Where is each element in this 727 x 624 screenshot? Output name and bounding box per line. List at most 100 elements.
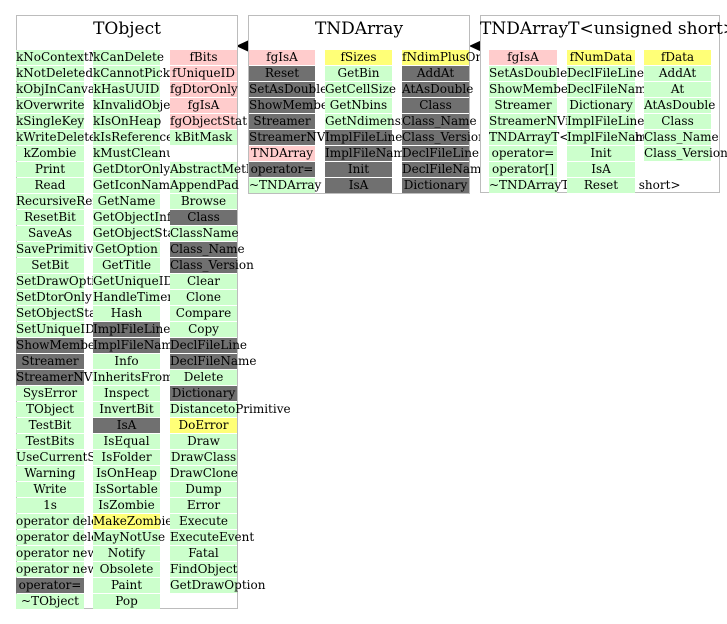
tndarray-member-col1-2: SetAsDouble (249, 82, 328, 97)
class-title-tobject: TObject (93, 19, 161, 39)
tobject-member-col1-4: kSingleKey (16, 114, 85, 129)
tndarrayt-member-col1-6: operator= (489, 146, 557, 161)
tobject-member-col3-7: AbstractMethod (170, 162, 269, 177)
tobject-member-col1-1: kNotDeleted (16, 66, 94, 81)
tndarray-member-col3-0: fNdimPlusOne (402, 50, 491, 65)
tobject-member-col2-16: Hash (93, 306, 160, 321)
tobject-member-col3-15: Clone (170, 290, 237, 305)
tobject-member-col2-22: InvertBit (93, 402, 160, 417)
tobject-member-col2-5: kIsReferenced (93, 130, 181, 145)
tndarray-member-col3-2: AtAsDouble (402, 82, 474, 97)
tobject-member-col1-18: ShowMembers (16, 338, 107, 353)
tndarrayt-member-col2-0: fNumData (567, 50, 635, 65)
tndarray-member-col2-0: fSizes (325, 50, 392, 65)
tobject-member-col1-32: operator new[] (16, 562, 107, 577)
tobject-member-col1-6: kZombie (16, 146, 84, 161)
tobject-member-col2-11: GetObjectStat (93, 226, 180, 241)
tndarray-member-col3-4: Class_Name (402, 114, 477, 129)
tobject-member-col2-2: kHasUUID (93, 82, 160, 97)
tobject-member-col3-28: Error (170, 498, 237, 513)
tobject-member-col3-20: Delete (170, 370, 237, 385)
tndarray-member-col1-6: TNDArray (249, 146, 315, 161)
tndarrayt-member-col2-7: IsA (567, 162, 635, 177)
tndarray-member-col2-8: IsA (325, 178, 392, 193)
tndarrayt-member-col3-0: fData (644, 50, 711, 65)
tobject-member-col1-10: ResetBit (16, 210, 84, 225)
tobject-member-col1-15: SetDtorOnly (16, 290, 92, 305)
tobject-member-col2-24: IsEqual (93, 434, 160, 449)
tobject-member-col1-9: RecursiveRemove (16, 194, 125, 209)
tobject-member-col2-0: kCanDelete (93, 50, 164, 65)
tobject-member-col1-11: SaveAs (16, 226, 84, 241)
tobject-member-col1-34: ~TObject (16, 594, 84, 609)
tndarrayt-member-col1-2: ShowMembers (489, 82, 580, 97)
tobject-member-col3-30: ExecuteEvent (170, 530, 255, 545)
tndarray-member-col3-6: DeclFileLine (402, 146, 480, 161)
tobject-member-col2-27: IsSortable (93, 482, 160, 497)
tndarray-member-col1-8: ~TNDArray (249, 178, 322, 193)
tobject-member-col1-31: operator new (16, 546, 98, 561)
tndarrayt-member-col3-4: Class (644, 114, 711, 129)
tndarrayt-member-col2-3: Dictionary (567, 98, 635, 113)
tndarrayt-member-col3-3: AtAsDouble (644, 98, 716, 113)
tobject-member-col3-26: DrawClone (170, 466, 238, 481)
tobject-member-col1-29: operator delete (16, 514, 111, 529)
tobject-member-col2-19: Info (93, 354, 160, 369)
tobject-member-col2-13: GetTitle (93, 258, 160, 273)
tndarrayt-member-col2-8: Reset (567, 178, 635, 193)
tobject-member-col1-20: StreamerNVirtual (16, 370, 126, 385)
tobject-member-col3-22: DistancetoPrimitive (170, 402, 291, 417)
tobject-member-col2-14: GetUniqueID (93, 274, 174, 289)
tobject-member-col3-14: Clear (170, 274, 237, 289)
tobject-member-col2-17: ImplFileLine (93, 322, 171, 337)
tobject-member-col3-12: Class_Name (170, 242, 245, 257)
tobject-member-col2-9: GetName (93, 194, 160, 209)
tobject-member-col1-3: kOverwrite (16, 98, 85, 113)
tobject-member-col3-2: fgDtorOnly (170, 82, 238, 97)
tobject-member-col1-5: kWriteDelete (16, 130, 97, 145)
tobject-member-col2-33: Paint (93, 578, 160, 593)
tndarrayt-member-col2-1: DeclFileLine (567, 66, 645, 81)
tndarrayt-member-col1-1: SetAsDouble (489, 66, 568, 81)
tndarray-member-col2-1: GetBin (325, 66, 392, 81)
tndarrayt-member-col3-5: Class_Name (644, 130, 719, 145)
tndarray-member-col2-3: GetNbins (325, 98, 392, 113)
tndarray-member-col1-5: StreamerNVirtual (249, 130, 359, 145)
tndarrayt-member-col3-1: AddAt (644, 66, 711, 81)
tobject-member-col1-23: TestBit (16, 418, 84, 433)
tndarrayt-member-col1-4: StreamerNVirtual (489, 114, 599, 129)
tobject-member-col2-8: GetIconName (93, 178, 178, 193)
tndarray-member-col1-3: ShowMembers (249, 98, 340, 113)
tobject-member-col1-24: TestBits (16, 434, 84, 449)
tobject-member-col2-3: kInvalidObject (93, 98, 182, 113)
tobject-member-col3-11: ClassName (170, 226, 239, 241)
tobject-member-col3-21: Dictionary (170, 386, 237, 401)
tobject-member-col1-0: kNoContextMenu (16, 50, 124, 65)
tndarray-member-col1-7: operator= (249, 162, 315, 177)
tobject-member-col3-6 (170, 146, 237, 161)
tobject-member-col2-31: Notify (93, 546, 160, 561)
tobject-member-col2-25: IsFolder (93, 450, 160, 465)
tobject-member-col1-21: SysError (16, 386, 84, 401)
tndarray-member-col2-7: Init (325, 162, 392, 177)
tobject-member-col3-23: DoError (170, 418, 237, 433)
tndarray-member-col3-3: Class (402, 98, 469, 113)
tobject-member-col1-33: operator= (16, 578, 84, 593)
tobject-member-col2-26: IsOnHeap (93, 466, 160, 481)
tobject-member-col3-3: fgIsA (170, 98, 237, 113)
tobject-member-col3-5: kBitMask (170, 130, 237, 145)
tobject-member-col2-7: GetDtorOnly (93, 162, 171, 177)
tndarrayt-member-col1-0: fgIsA (489, 50, 557, 65)
tobject-member-col3-17: Copy (170, 322, 237, 337)
tobject-member-col2-4: kIsOnHeap (93, 114, 162, 129)
tobject-member-col1-13: SetBit (16, 258, 84, 273)
tndarrayt-member-col3-2: At (644, 82, 711, 97)
tndarrayt-member-col1-5: TNDArrayT<unsigned short> (489, 130, 670, 145)
tndarray-member-col3-5: Class_Version (402, 130, 486, 145)
arrow-head-tndarrayt-to-tndarray (469, 40, 482, 52)
tobject-member-col2-20: InheritsFrom (93, 370, 174, 385)
tobject-member-col3-33: GetDrawOption (170, 578, 266, 593)
tobject-member-col2-23: IsA (93, 418, 160, 433)
tndarray-member-col1-4: Streamer (249, 114, 315, 129)
